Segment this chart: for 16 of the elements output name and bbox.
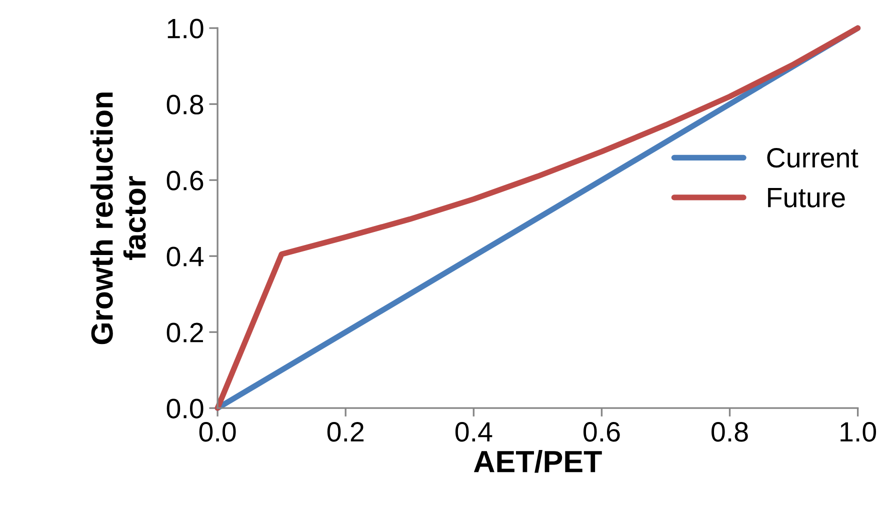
x-tick-label: 0.6 xyxy=(583,422,620,442)
y-tick-label: 1.0 xyxy=(168,18,204,38)
legend-label: Future xyxy=(768,188,845,208)
y-tick-label: 0.4 xyxy=(166,246,204,266)
y-tick-label: 0.2 xyxy=(166,322,203,342)
y-tick-label: 0.0 xyxy=(166,398,204,418)
y-tick-label: 0.6 xyxy=(166,170,204,190)
x-axis-title: AET/PET xyxy=(474,450,602,473)
y-tick-label: 0.8 xyxy=(166,94,204,114)
x-tick-label: 0.0 xyxy=(199,422,236,442)
x-tick-label: 0.8 xyxy=(712,422,748,442)
y-axis-title: Growth reduction factor xyxy=(90,92,146,344)
legend-label: Current xyxy=(767,148,858,168)
x-tick-label: 0.2 xyxy=(327,422,364,442)
x-tick-label: 1.0 xyxy=(840,422,876,442)
x-tick-label: 0.4 xyxy=(455,422,492,442)
